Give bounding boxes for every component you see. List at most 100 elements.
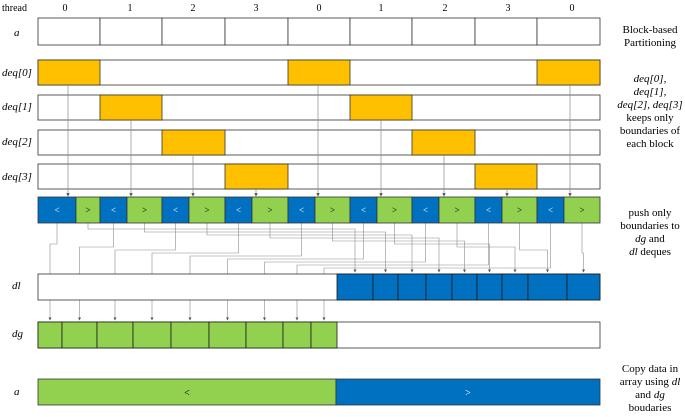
array-cell bbox=[224, 17, 289, 46]
less-symbol: < bbox=[423, 205, 428, 215]
array-cell bbox=[161, 17, 226, 46]
pair-greater-cell bbox=[188, 196, 226, 224]
greater-symbol: > bbox=[85, 205, 90, 215]
final-array-a: < > bbox=[37, 378, 601, 406]
dl-cell bbox=[336, 273, 374, 301]
greater-to-dl-connector bbox=[394, 223, 491, 273]
note-line: deq[2], deq[3] bbox=[617, 99, 682, 111]
pair-greater-cell bbox=[75, 196, 101, 224]
thread-id: 1 bbox=[128, 3, 133, 14]
greater-symbol: > bbox=[330, 205, 335, 215]
note-line: Partitioning bbox=[624, 37, 676, 49]
less-symbol: < bbox=[361, 205, 366, 215]
less-to-dg-connector bbox=[150, 223, 239, 321]
note-line: boundaries of bbox=[620, 125, 681, 137]
dg-cell bbox=[208, 321, 247, 349]
pair-greater-cell bbox=[563, 196, 601, 224]
pair-less-cell bbox=[161, 196, 190, 224]
dl-cell bbox=[397, 273, 427, 301]
greater-symbol: > bbox=[267, 205, 272, 215]
note-line: Block-based bbox=[623, 24, 678, 36]
less-symbol: < bbox=[486, 205, 491, 215]
note-line: each block bbox=[626, 138, 674, 150]
pair-greater-cell bbox=[126, 196, 163, 224]
array-cell bbox=[411, 17, 476, 46]
dg-cell bbox=[282, 321, 312, 349]
deq-1-boundary-block bbox=[349, 94, 413, 121]
row-label-dl: dl bbox=[12, 280, 21, 292]
deque-rows bbox=[37, 59, 601, 190]
deq-2-frame bbox=[37, 129, 601, 156]
less-symbol: < bbox=[548, 205, 553, 215]
dl-cell bbox=[372, 273, 399, 301]
less-to-dg-connector bbox=[226, 223, 364, 321]
greater-to-dl-connector bbox=[206, 223, 414, 273]
greater-symbol: > bbox=[392, 205, 397, 215]
dl-cell bbox=[451, 273, 478, 301]
note-line: boundaries to bbox=[620, 220, 680, 232]
less-to-dg-connector bbox=[78, 223, 114, 321]
dl-deque bbox=[37, 273, 601, 301]
pair-less-cell bbox=[349, 196, 378, 224]
greater-to-dl-connector bbox=[144, 223, 387, 273]
thread-id-row: 0 1 2 3 0 1 2 3 0 bbox=[63, 3, 575, 14]
note-line: dg and bbox=[635, 233, 665, 245]
less-symbol: < bbox=[54, 205, 59, 215]
less-to-dg-connector bbox=[295, 223, 489, 321]
note-line: and dg bbox=[635, 389, 665, 401]
greater-to-dl-connector bbox=[87, 223, 357, 273]
dg-cell bbox=[132, 321, 172, 349]
row-label-deq2: deq[2] bbox=[2, 136, 32, 148]
note-line: boudaries bbox=[629, 402, 672, 414]
note-line: dl deques bbox=[629, 246, 671, 258]
thread-id: 2 bbox=[191, 3, 196, 14]
pair-less-cell bbox=[224, 196, 253, 224]
less-to-dg-connector bbox=[113, 223, 176, 321]
greater-to-dl-connector bbox=[456, 223, 517, 273]
note-line: keeps only bbox=[626, 112, 674, 124]
final-less-symbol: < bbox=[184, 388, 190, 399]
pair-greater-cell bbox=[314, 196, 351, 224]
final-greater-segment bbox=[335, 378, 601, 406]
row-label-deq1: deq[1] bbox=[2, 101, 32, 113]
less-to-dg-connector bbox=[322, 223, 551, 321]
pair-less-cell bbox=[287, 196, 316, 224]
deq-3-boundary-block bbox=[224, 163, 289, 190]
boundary-pair-row: < > < > < > < > < > < > < > < > < > bbox=[37, 196, 601, 224]
pair-greater-cell bbox=[376, 196, 413, 224]
thread-id: 3 bbox=[254, 3, 259, 14]
row-label-a-final: a bbox=[14, 386, 20, 398]
thread-id: 2 bbox=[443, 3, 448, 14]
note-line: Copy data in bbox=[622, 363, 679, 375]
dl-cell bbox=[425, 273, 453, 301]
array-a bbox=[37, 17, 601, 46]
pair-less-cell bbox=[536, 196, 565, 224]
row-label-a: a bbox=[14, 27, 20, 39]
greater-symbol: > bbox=[142, 205, 147, 215]
thread-id: 3 bbox=[506, 3, 511, 14]
less-symbol: < bbox=[111, 205, 116, 215]
row-label-deq0: deq[0] bbox=[2, 67, 32, 79]
greater-symbol: > bbox=[517, 205, 522, 215]
greater-symbol: > bbox=[454, 205, 459, 215]
deq-3-boundary-block bbox=[474, 163, 538, 190]
dg-cell bbox=[61, 321, 98, 349]
pair-greater-cell bbox=[438, 196, 476, 224]
dg-cell bbox=[310, 321, 338, 349]
greater-to-dl-connector bbox=[332, 223, 466, 273]
dl-cell bbox=[566, 273, 601, 301]
note-deq-keeps-boundaries: deq[0],deq[1],deq[2], deq[3]keeps onlybo… bbox=[617, 73, 682, 150]
greater-to-dl-connector bbox=[581, 223, 585, 273]
greater-to-dl-connector bbox=[519, 223, 549, 273]
deq-0-boundary-block bbox=[37, 59, 101, 86]
dl-cell bbox=[501, 273, 529, 301]
note-line: push only bbox=[628, 207, 672, 219]
note-line: deq[0], bbox=[634, 73, 667, 85]
dl-cell bbox=[527, 273, 568, 301]
pair-less-cell bbox=[474, 196, 503, 224]
dg-cell bbox=[96, 321, 134, 349]
